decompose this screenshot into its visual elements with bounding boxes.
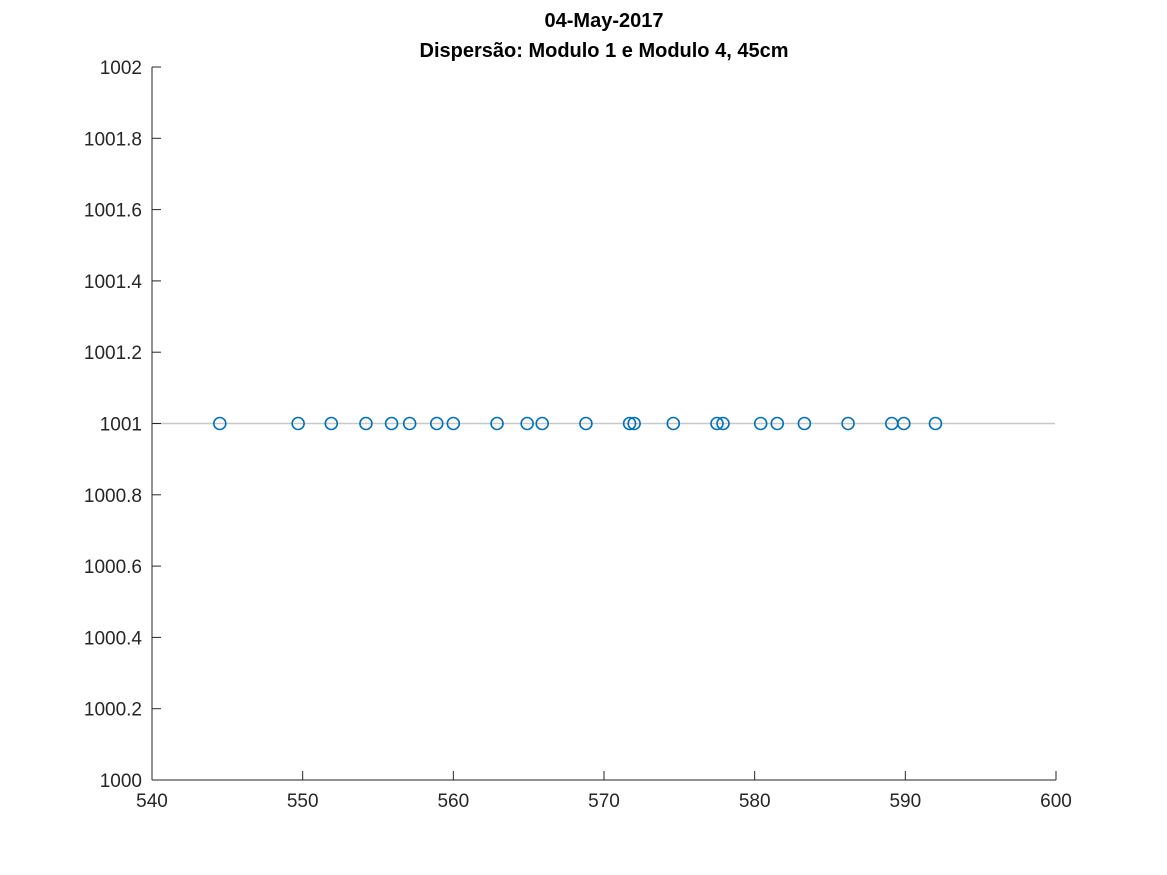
x-axis-ticks: 540 550 560 570 580 590 600 [136, 771, 1072, 812]
scatter-point [770, 416, 785, 431]
y-tick-label: 1001.8 [84, 129, 142, 150]
scatter-point [928, 416, 943, 431]
x-tick-label: 580 [739, 791, 771, 812]
scatter-point [579, 416, 593, 431]
scatter-point [490, 416, 504, 431]
y-tick-label: 1002 [100, 58, 142, 79]
y-axis-ticks: 1000 1000.2 1000.4 1000.6 1000.8 1001 1001.2 10… [84, 58, 161, 792]
y-tick-label: 1000.2 [84, 700, 142, 721]
y-tick-label: 1001.4 [84, 272, 143, 293]
scatter-point [359, 416, 373, 431]
y-tick-label: 1000.4 [84, 628, 143, 649]
y-tick-label: 1000.8 [84, 486, 142, 507]
y-tick-label: 1001.6 [84, 201, 142, 222]
scatter-point [535, 416, 550, 431]
scatter-point [291, 416, 305, 431]
y-tick-label: 1001.2 [84, 343, 142, 364]
scatter-point [520, 416, 534, 431]
scatter-point [324, 416, 339, 431]
scatter-point [710, 416, 724, 431]
scatter-point [429, 416, 444, 431]
scatter-point [446, 416, 461, 431]
scatter-point [897, 416, 911, 431]
scatter-points [213, 416, 943, 431]
y-tick-label: 1000.6 [84, 557, 142, 578]
scatter-point [622, 416, 637, 431]
y-tick-label: 1000 [100, 771, 142, 792]
chart-subtitle: Dispersão: Modulo 1 e Modulo 4, 45cm [420, 40, 789, 62]
scatter-point [797, 416, 812, 431]
scatter-point [666, 416, 681, 431]
chart-title: 04-May-2017 [545, 10, 664, 32]
scatter-point [384, 416, 399, 431]
x-tick-label: 560 [437, 791, 469, 812]
x-tick-label: 570 [588, 791, 620, 812]
scatter-point [841, 416, 855, 431]
x-tick-label: 590 [889, 791, 921, 812]
x-tick-label: 550 [287, 791, 319, 812]
scatter-point [716, 416, 730, 431]
scatter-point [627, 416, 641, 431]
x-tick-label: 540 [136, 791, 168, 812]
scatter-point [402, 416, 417, 431]
x-tick-label: 600 [1040, 791, 1072, 812]
scatter-point [213, 416, 227, 431]
y-tick-label: 1001 [100, 415, 142, 436]
scatter-point [753, 416, 768, 431]
